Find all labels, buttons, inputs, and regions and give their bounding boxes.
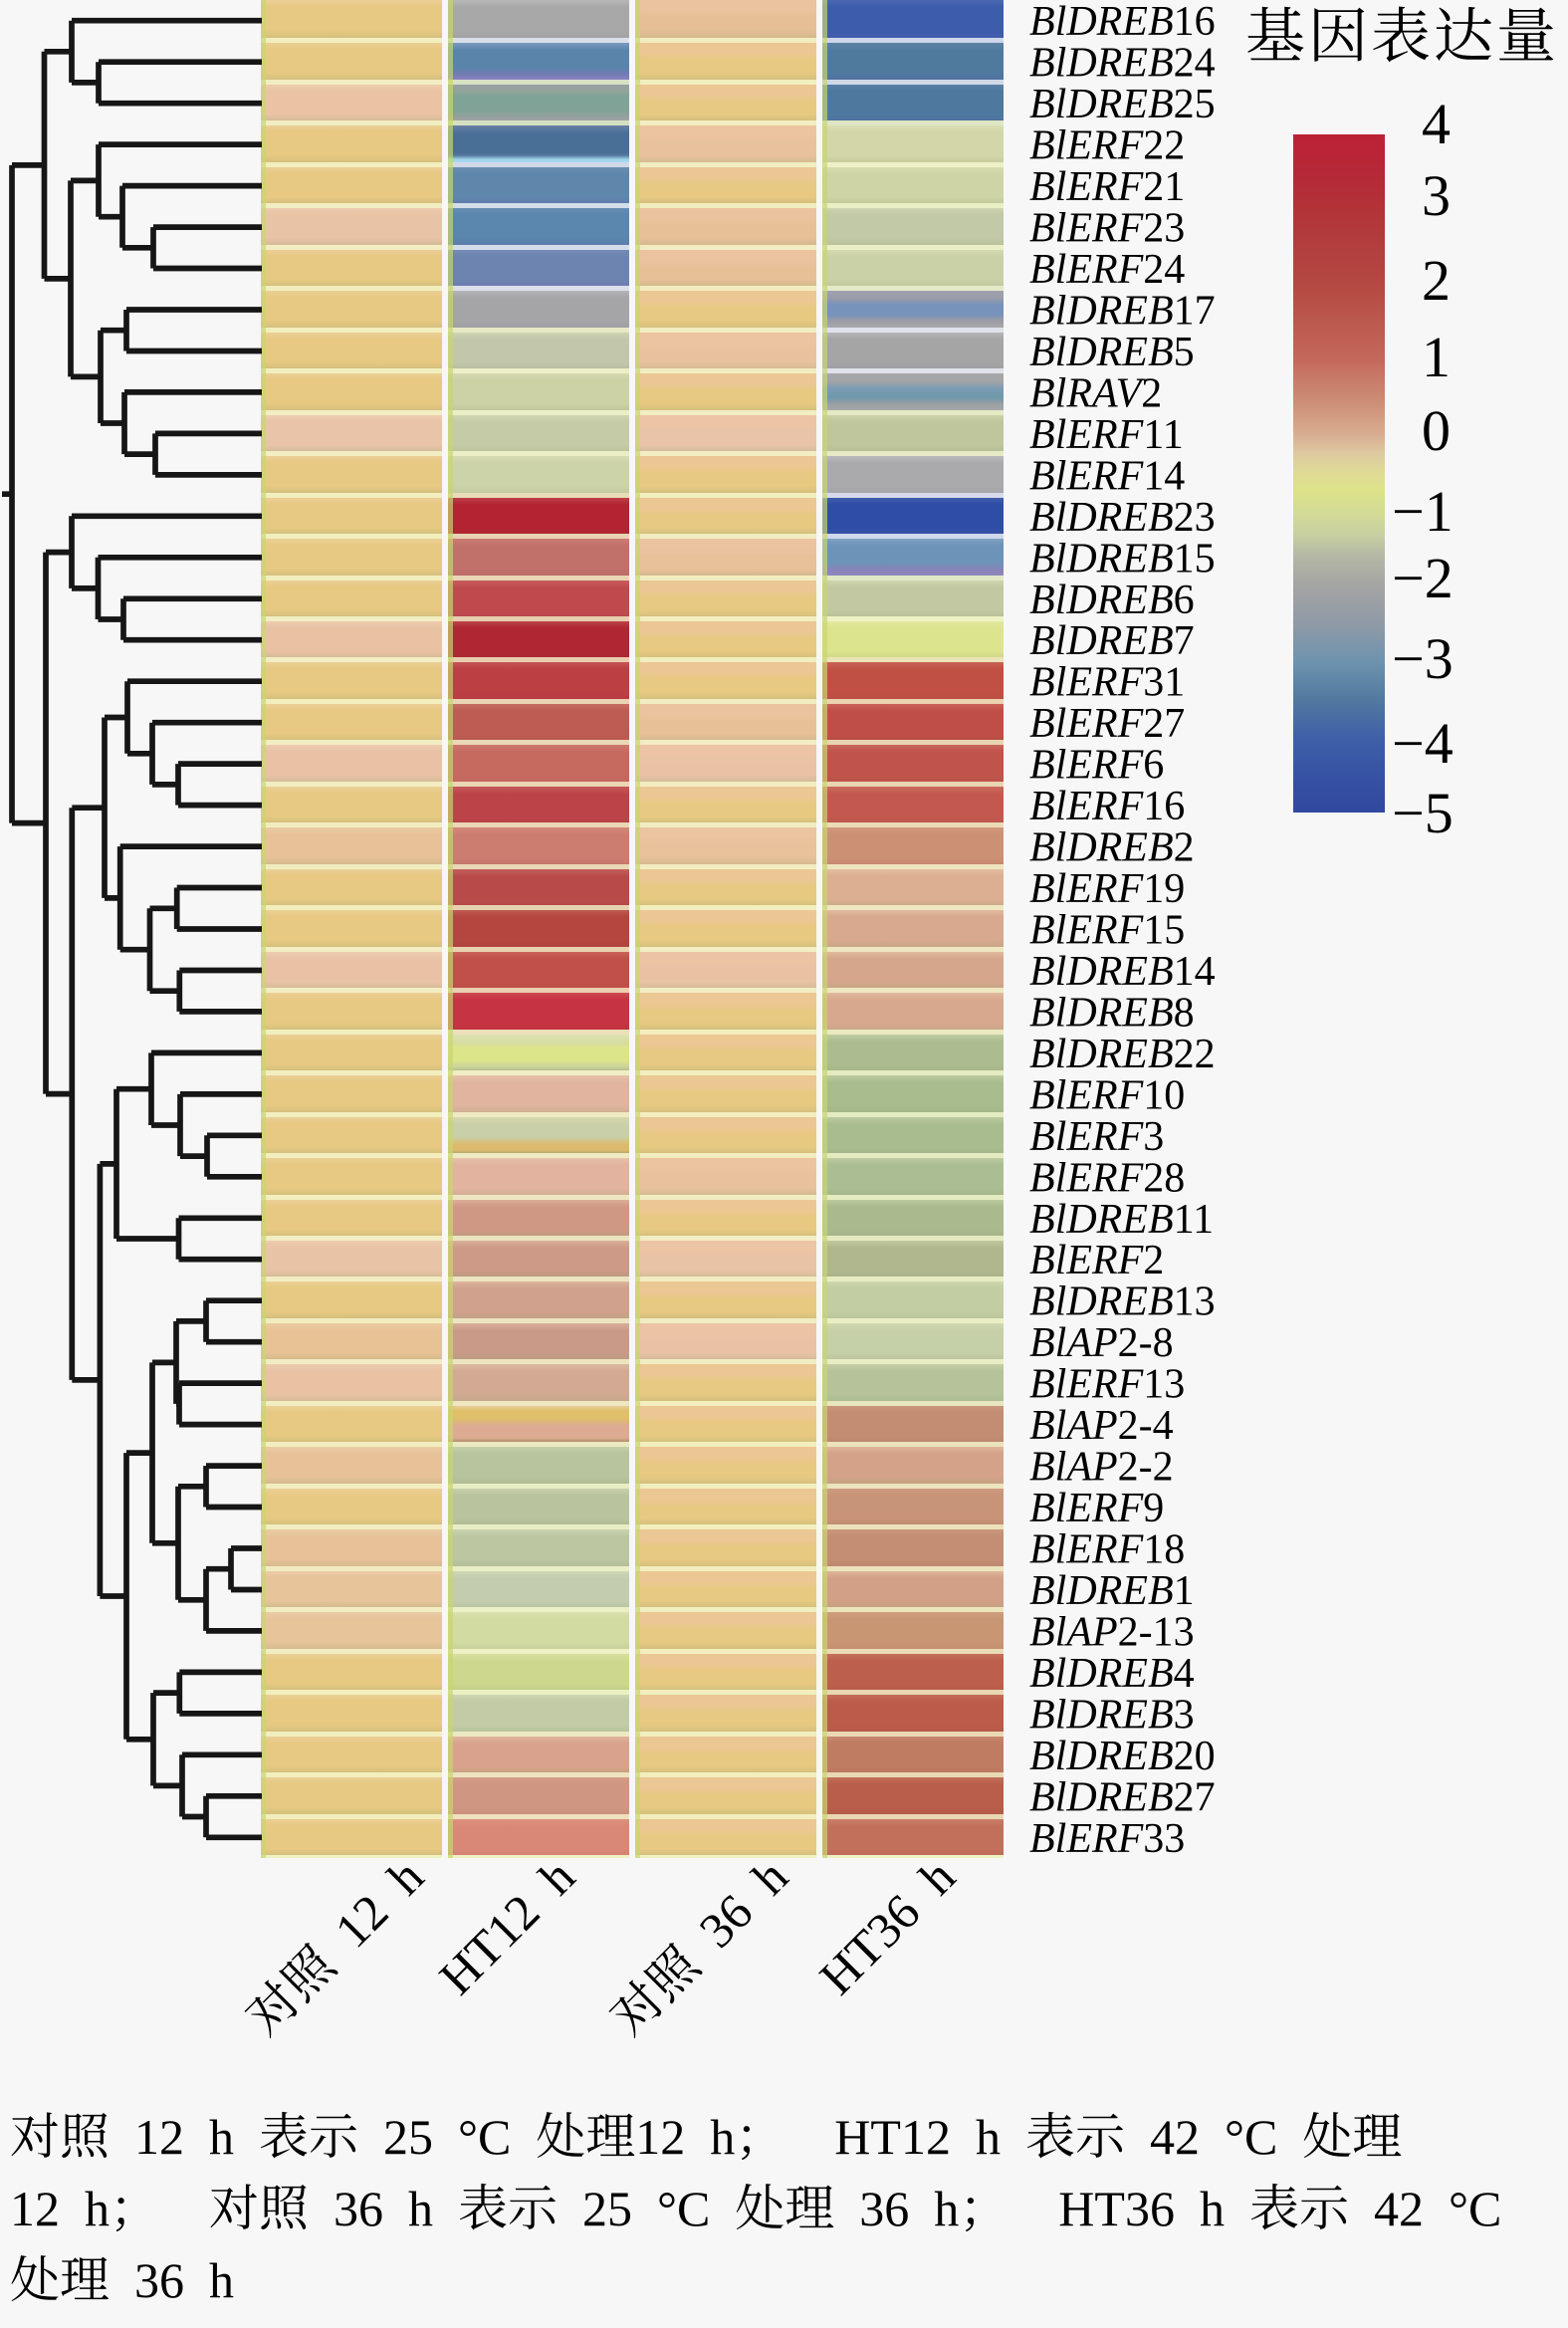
svg-text:1: 1 bbox=[1422, 325, 1451, 389]
svg-text:42: 42 bbox=[1374, 2181, 1424, 2236]
svg-text:BlERF14: BlERF14 bbox=[1029, 453, 1185, 499]
svg-text:−5: −5 bbox=[1392, 781, 1454, 845]
svg-text:BlDREB16: BlDREB16 bbox=[1029, 0, 1216, 45]
svg-text:h: h bbox=[209, 2109, 234, 2165]
svg-text:36: 36 bbox=[134, 2252, 184, 2308]
svg-text:0: 0 bbox=[1422, 398, 1451, 463]
svg-text:BlDREB23: BlDREB23 bbox=[1029, 495, 1216, 541]
svg-text:BlAP2-8: BlAP2-8 bbox=[1029, 1320, 1174, 1366]
svg-text:°C: °C bbox=[657, 2181, 710, 2236]
svg-text:h: h bbox=[529, 1848, 585, 1905]
svg-text:BlERF18: BlERF18 bbox=[1029, 1527, 1185, 1573]
svg-text:BlERF19: BlERF19 bbox=[1029, 866, 1185, 912]
svg-text:h: h bbox=[710, 2109, 735, 2165]
svg-text:BlDREB17: BlDREB17 bbox=[1029, 289, 1216, 335]
svg-text:BlDREB4: BlDREB4 bbox=[1029, 1651, 1195, 1697]
svg-text:25: 25 bbox=[582, 2181, 632, 2236]
svg-text:HT12: HT12 bbox=[834, 2109, 951, 2165]
svg-text:h: h bbox=[909, 1848, 966, 1905]
svg-text:BlERF2: BlERF2 bbox=[1029, 1238, 1164, 1283]
svg-text:BlAP2-4: BlAP2-4 bbox=[1029, 1403, 1174, 1449]
svg-text:BlERF11: BlERF11 bbox=[1029, 412, 1184, 458]
svg-text:BlAP2-2: BlAP2-2 bbox=[1029, 1445, 1174, 1491]
svg-text:BlDREB1: BlDREB1 bbox=[1029, 1568, 1195, 1614]
svg-text:BlDREB15: BlDREB15 bbox=[1029, 536, 1216, 582]
svg-text:12: 12 bbox=[635, 2109, 685, 2165]
svg-text:h: h bbox=[377, 1848, 434, 1905]
svg-text:BlDREB14: BlDREB14 bbox=[1029, 949, 1216, 995]
svg-text:BlRAV2: BlRAV2 bbox=[1029, 370, 1162, 416]
svg-text:BlDREB2: BlDREB2 bbox=[1029, 825, 1195, 871]
svg-text:BlDREB27: BlDREB27 bbox=[1029, 1774, 1216, 1820]
svg-text:HT36: HT36 bbox=[808, 1884, 930, 2005]
svg-text:h: h bbox=[408, 2181, 433, 2236]
svg-text:BlERF15: BlERF15 bbox=[1029, 908, 1185, 954]
svg-text:42: 42 bbox=[1150, 2109, 1200, 2165]
svg-text:−2: −2 bbox=[1392, 546, 1454, 610]
svg-text:h: h bbox=[1200, 2181, 1225, 2236]
svg-text:BlERF22: BlERF22 bbox=[1029, 123, 1185, 169]
svg-text:BlERF3: BlERF3 bbox=[1029, 1114, 1164, 1160]
svg-text:−3: −3 bbox=[1392, 626, 1454, 691]
svg-text:BlDREB24: BlDREB24 bbox=[1029, 41, 1216, 87]
svg-text:BlERF10: BlERF10 bbox=[1029, 1072, 1185, 1118]
svg-text:BlERF13: BlERF13 bbox=[1029, 1362, 1185, 1408]
svg-text:BlERF33: BlERF33 bbox=[1029, 1816, 1185, 1862]
svg-text:BlDREB3: BlDREB3 bbox=[1029, 1692, 1195, 1738]
svg-text:BlDREB6: BlDREB6 bbox=[1029, 578, 1195, 623]
svg-text:BlDREB8: BlDREB8 bbox=[1029, 990, 1195, 1036]
svg-text:BlERF6: BlERF6 bbox=[1029, 743, 1164, 789]
svg-text:BlDREB25: BlDREB25 bbox=[1029, 82, 1216, 127]
svg-text:h: h bbox=[976, 2109, 1001, 2165]
svg-text:BlERF21: BlERF21 bbox=[1029, 164, 1185, 210]
svg-text:BlERF28: BlERF28 bbox=[1029, 1155, 1185, 1201]
svg-text:h: h bbox=[85, 2181, 110, 2236]
svg-text:HT12: HT12 bbox=[428, 1884, 550, 2005]
svg-text:25: 25 bbox=[383, 2109, 433, 2165]
svg-text:BlDREB22: BlDREB22 bbox=[1029, 1032, 1216, 1077]
svg-text:BlDREB13: BlDREB13 bbox=[1029, 1280, 1216, 1325]
svg-text:BlDREB20: BlDREB20 bbox=[1029, 1734, 1216, 1779]
svg-text:36: 36 bbox=[334, 2181, 383, 2236]
svg-text:12: 12 bbox=[324, 1884, 398, 1959]
svg-text:3: 3 bbox=[1422, 163, 1451, 228]
svg-text:BlERF27: BlERF27 bbox=[1029, 701, 1185, 747]
svg-text:4: 4 bbox=[1422, 92, 1451, 156]
svg-text:h: h bbox=[209, 2252, 234, 2308]
svg-text:36: 36 bbox=[859, 2181, 909, 2236]
svg-text:BlERF24: BlERF24 bbox=[1029, 247, 1185, 293]
svg-text:HT36: HT36 bbox=[1058, 2181, 1175, 2236]
svg-text:36: 36 bbox=[688, 1884, 763, 1959]
svg-text:BlERF16: BlERF16 bbox=[1029, 784, 1185, 829]
svg-text:12: 12 bbox=[134, 2109, 184, 2165]
svg-text:°C: °C bbox=[1225, 2109, 1277, 2165]
svg-text:h: h bbox=[934, 2181, 959, 2236]
svg-text:−1: −1 bbox=[1392, 479, 1454, 544]
svg-text:BlDREB5: BlDREB5 bbox=[1029, 330, 1195, 375]
svg-text:−4: −4 bbox=[1392, 711, 1454, 776]
svg-text:BlERF31: BlERF31 bbox=[1029, 660, 1185, 706]
svg-text:BlERF9: BlERF9 bbox=[1029, 1486, 1164, 1531]
svg-text:°C: °C bbox=[458, 2109, 511, 2165]
svg-text:°C: °C bbox=[1449, 2181, 1501, 2236]
svg-text:BlDREB7: BlDREB7 bbox=[1029, 618, 1195, 664]
svg-text:BlDREB11: BlDREB11 bbox=[1029, 1197, 1214, 1243]
svg-text:BlAP2-13: BlAP2-13 bbox=[1029, 1609, 1195, 1655]
svg-text:12: 12 bbox=[10, 2181, 60, 2236]
svg-text:2: 2 bbox=[1422, 248, 1451, 313]
svg-text:h: h bbox=[742, 1848, 798, 1905]
svg-text:BlERF23: BlERF23 bbox=[1029, 206, 1185, 252]
